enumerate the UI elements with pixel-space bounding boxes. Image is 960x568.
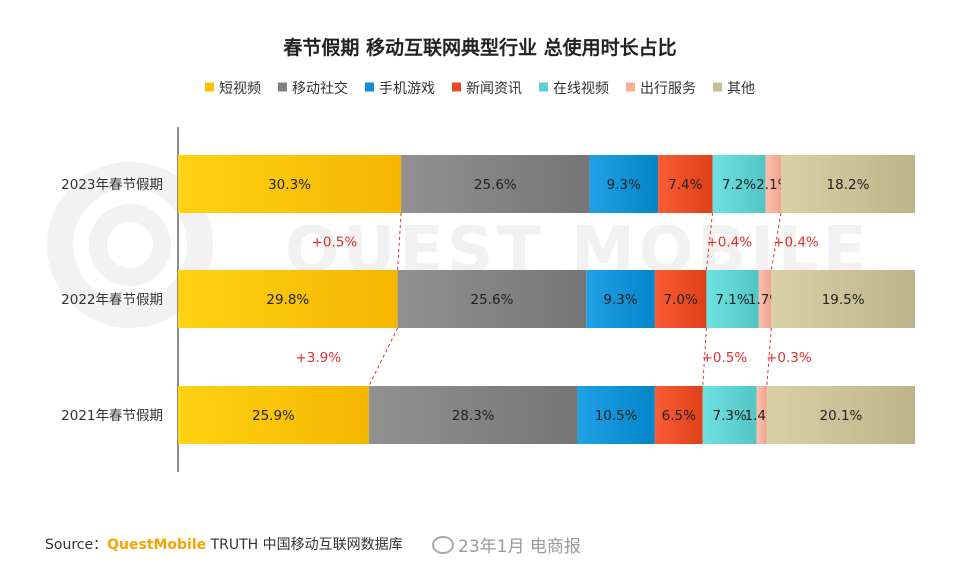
legend-label: 手机游戏 (379, 81, 435, 97)
bar-segment (771, 270, 915, 328)
legend-swatch (625, 82, 635, 92)
data-label: 7.0% (663, 292, 697, 308)
legend-swatch (712, 82, 722, 92)
data-label: 7.4% (668, 177, 702, 193)
data-label: 29.8% (266, 292, 309, 308)
connector-line (702, 327, 707, 387)
source-prefix: Source： (45, 537, 108, 553)
data-label: 30.3% (268, 177, 311, 193)
bar-segment (658, 155, 713, 213)
bar-segment (401, 155, 590, 213)
data-label: 7.2% (722, 177, 756, 193)
data-label: 7.1% (715, 292, 749, 308)
bar-segment (766, 386, 915, 444)
connector-line (766, 327, 772, 387)
bar-segment (589, 155, 659, 213)
bar-segment (178, 270, 398, 328)
data-label: 20.1% (819, 408, 862, 424)
bar-segment (654, 386, 703, 444)
weibo-icon (432, 536, 454, 554)
bar-segment (654, 270, 707, 328)
legend-label: 新闻资讯 (466, 81, 522, 97)
legend-swatch (278, 82, 288, 92)
legend-label: 在线视频 (553, 81, 609, 97)
category-labels: 2023年春节假期 2022年春节假期 2021年春节假期 (61, 177, 163, 424)
legend-label: 短视频 (219, 81, 261, 97)
data-label: 25.9% (252, 408, 295, 424)
legend-label: 其他 (727, 81, 755, 97)
data-label: 9.3% (607, 177, 641, 193)
category-label: 2021年春节假期 (61, 408, 163, 424)
legend-swatch (538, 82, 548, 92)
weibo-tail: 23年1月 (458, 537, 525, 557)
annotations: +0.5% +0.4% +0.4% +3.9% +0.5% +0.3% (295, 212, 819, 387)
category-label: 2023年春节假期 (61, 177, 163, 193)
legend-swatch (205, 82, 215, 92)
bars: 30.3% 25.6% 9.3% 7.4% 7.2% 2.1% 18.2%29.8% 25.6… (178, 155, 915, 444)
legend-label: 移动社交 (292, 80, 348, 97)
legend-label: 出行服务 (640, 81, 696, 97)
data-label: 28.3% (452, 408, 495, 424)
connector-line (368, 327, 399, 387)
connector-line (770, 212, 782, 271)
delta-label: +3.9% (295, 350, 341, 366)
data-label: 25.6% (474, 177, 517, 193)
data-label: 6.5% (662, 408, 696, 424)
weibo-watermark: 23年1月 电商报 (432, 532, 581, 557)
legend: 短视频 移动社交 手机游戏 新闻资讯 在线视频 出行服务 其他 (205, 80, 755, 97)
chart-title: 春节假期 移动互联网典型行业 总使用时长占比 (283, 36, 676, 59)
data-label: 10.5% (595, 408, 638, 424)
bar-segment (702, 386, 757, 444)
bar-segment (712, 155, 766, 213)
delta-label: +0.4% (773, 235, 819, 251)
bar-segment (765, 155, 781, 213)
legend-swatch (452, 82, 462, 92)
data-label: 19.5% (822, 292, 865, 308)
data-label: 7.3% (712, 408, 746, 424)
data-label: 25.6% (471, 292, 514, 308)
source-note: Source：QuestMobile TRUTH 中国移动互联网数据库 (45, 534, 403, 554)
source-brand: QuestMobile (107, 537, 207, 553)
bar-segment (178, 386, 369, 444)
data-label: 9.3% (603, 292, 637, 308)
legend-swatch (365, 82, 375, 92)
bar-segment (397, 270, 587, 328)
bar-segment (706, 270, 759, 328)
bar-segment (781, 155, 915, 213)
delta-label: +0.3% (766, 350, 812, 366)
delta-label: +0.5% (312, 235, 358, 251)
bar-segment (756, 386, 767, 444)
bar-segment (178, 155, 402, 213)
bar-segment (586, 270, 655, 328)
bar-segment (577, 386, 655, 444)
source-rest: TRUTH 中国移动互联网数据库 (206, 537, 403, 553)
category-label: 2022年春节假期 (61, 292, 163, 308)
data-label: 18.2% (827, 177, 870, 193)
bar-segment (758, 270, 772, 328)
bar-segment (368, 386, 578, 444)
delta-label: +0.5% (702, 350, 748, 366)
weibo-text: 电商报 (529, 537, 581, 557)
delta-label: +0.4% (706, 235, 752, 251)
